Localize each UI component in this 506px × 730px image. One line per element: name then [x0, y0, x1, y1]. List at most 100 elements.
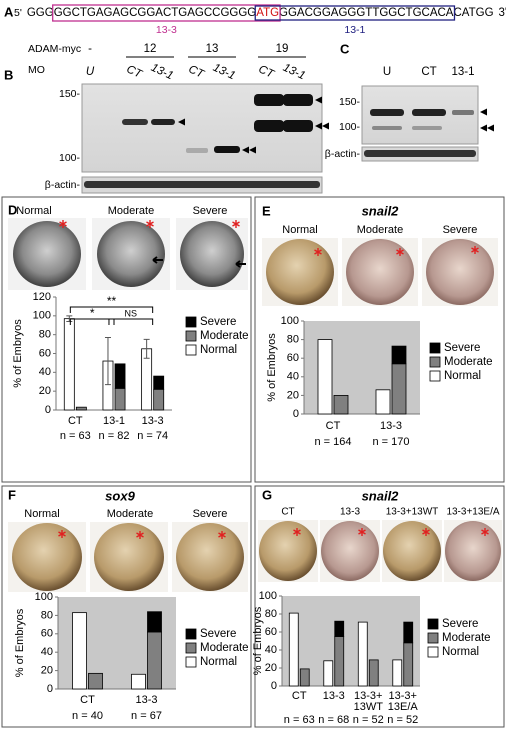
legend-label: Moderate [442, 632, 491, 644]
sequence: GGCTGAGAGCGGACTGAGCCGGGG [54, 7, 257, 19]
x-tick-label: 13E/A [388, 701, 419, 713]
lane-label: 13-1 [149, 62, 175, 83]
bar [323, 660, 334, 687]
significance-bracket [69, 306, 154, 313]
panel-frame [1, 485, 252, 728]
y-tick-label: 0 [47, 683, 53, 695]
error-bar [143, 338, 150, 359]
sequence: ATG [256, 7, 279, 19]
lane-label: CT [124, 63, 144, 81]
prime: 3' [499, 7, 506, 19]
photo-label: 13-3+13E/A [446, 507, 499, 518]
bar-segment [403, 621, 414, 644]
n-label: n = 74 [137, 430, 168, 442]
significance-bracket [108, 318, 154, 325]
y-tick-label: 40 [41, 646, 53, 658]
legend-swatch [429, 370, 441, 382]
y-tick-label: 100 [33, 310, 51, 322]
legend-label: Moderate [444, 356, 493, 368]
photo-label: 13-3+13WT [386, 507, 439, 518]
y-axis-label: % of Embryos [266, 333, 278, 402]
panel-title: snail2 [362, 203, 400, 218]
blot-c [361, 85, 494, 162]
bar-segment [153, 375, 165, 390]
legend-label: Normal [200, 656, 237, 668]
x-tick-label: 13-3 [142, 415, 164, 427]
condition: - [88, 43, 92, 55]
bar [288, 612, 299, 687]
bar-segment [391, 363, 407, 415]
photo-label: Normal [16, 205, 51, 217]
n-label: n = 63 [60, 430, 91, 442]
legend-label: Normal [442, 646, 479, 658]
y-tick-label: 20 [39, 385, 51, 397]
y-axis-label: % of Embryos [252, 606, 264, 675]
y-tick-label: 40 [39, 366, 51, 378]
error-bar [66, 315, 73, 322]
y-tick-label: 40 [265, 644, 277, 656]
plot-background [56, 297, 172, 410]
y-tick-label: 120 [33, 291, 51, 303]
legend-label: Severe [200, 628, 236, 640]
photo-label: 13-3 [340, 507, 360, 518]
photos-f [8, 522, 248, 592]
sequence: GGG [27, 7, 54, 19]
sequence: GGACGGAGGGTTGGCTGCACA [279, 7, 454, 19]
photos-g [258, 520, 502, 582]
error-bar [104, 336, 111, 386]
n-label: n = 52 [353, 714, 384, 726]
x-tick-label: 13-3 [380, 420, 402, 432]
legend-swatch [185, 330, 197, 342]
legend-swatch [185, 344, 197, 356]
bar [357, 621, 368, 687]
y-tick-label: 0 [45, 404, 51, 416]
panel-label: F [8, 487, 16, 502]
y-tick-label: 80 [287, 334, 299, 346]
legend-swatch [427, 618, 439, 630]
photo-label: Moderate [357, 224, 403, 236]
x-tick-label: CT [80, 694, 95, 706]
y-tick-label: 60 [39, 347, 51, 359]
bar [375, 389, 391, 415]
n-label: n = 40 [72, 710, 103, 722]
panel-label: B [4, 67, 13, 82]
legend-swatch [429, 356, 441, 368]
photo-label: CT [281, 507, 294, 518]
lane-label: 13-1 [281, 62, 307, 83]
bar-segment [153, 388, 165, 411]
x-tick-label: 13-3 [323, 690, 345, 702]
lane-label: U [86, 66, 95, 78]
loading-label: β-actin- [45, 179, 81, 191]
bar-segment [88, 672, 103, 690]
marker: 100- [59, 152, 81, 164]
row-label: ADAM-myc [28, 43, 81, 55]
y-tick-label: 80 [265, 608, 277, 620]
condition: 12 [144, 43, 157, 55]
y-tick-label: 0 [271, 680, 277, 692]
bar-segment [391, 345, 407, 365]
oligo-label: 13-1 [344, 24, 365, 36]
panel-label: C [340, 41, 350, 56]
panel-frame [1, 196, 252, 483]
bar-segment [334, 620, 345, 637]
panel-frame [254, 196, 505, 483]
n-label: n = 52 [387, 714, 418, 726]
x-tick-label: 13-3 [135, 694, 157, 706]
n-label: n = 67 [131, 710, 162, 722]
n-label: n = 68 [318, 714, 349, 726]
y-axis-label: % of Embryos [12, 319, 24, 388]
y-tick-label: 60 [41, 628, 53, 640]
y-tick-label: 80 [39, 329, 51, 341]
bar [63, 318, 75, 411]
bar-segment [333, 394, 349, 415]
n-label: n = 164 [314, 436, 351, 448]
x-tick-label: 13WT [354, 701, 384, 713]
legend-swatch [185, 316, 197, 328]
lane-label: U [383, 66, 391, 78]
x-tick-label: CT [292, 690, 307, 702]
legend-label: Severe [444, 342, 480, 354]
significance-label: ** [107, 294, 117, 308]
significance-label: * [90, 306, 95, 320]
prime: 5' [14, 7, 22, 19]
significance-label: NS [125, 308, 138, 318]
